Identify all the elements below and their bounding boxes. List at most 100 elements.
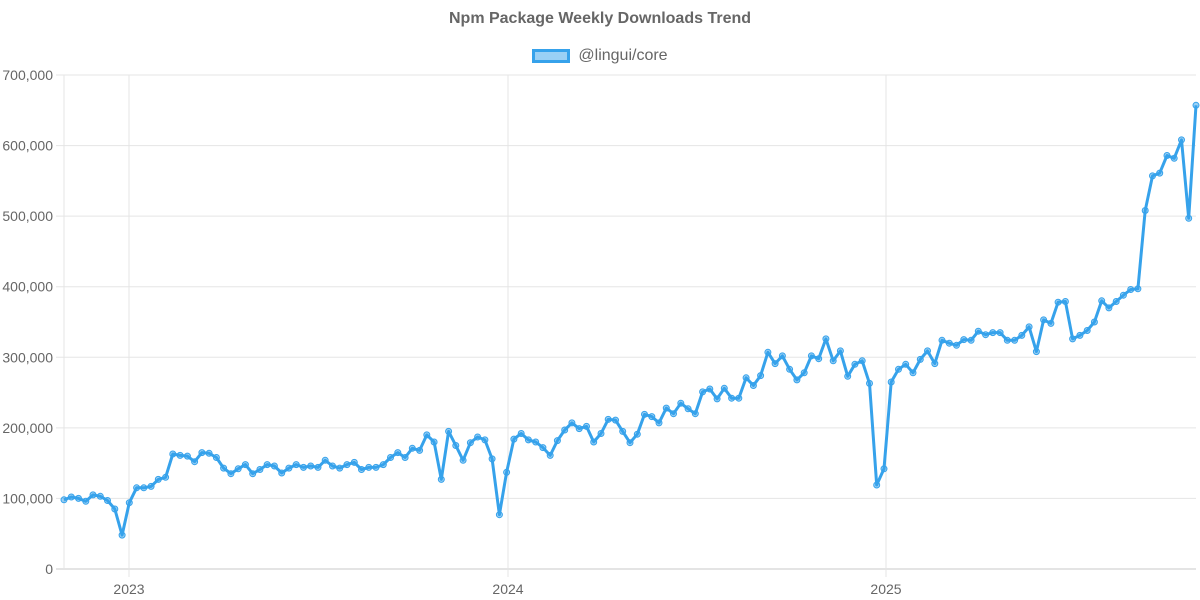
data-point[interactable] xyxy=(764,348,772,356)
data-point[interactable] xyxy=(183,452,191,460)
data-point[interactable] xyxy=(1090,318,1098,326)
data-point[interactable] xyxy=(1141,207,1149,214)
data-point[interactable] xyxy=(510,435,518,443)
data-point[interactable] xyxy=(234,465,242,473)
data-point[interactable] xyxy=(793,376,801,384)
data-point[interactable] xyxy=(1047,319,1055,327)
data-point[interactable] xyxy=(176,451,184,459)
data-point[interactable] xyxy=(394,449,402,457)
data-point[interactable] xyxy=(445,427,453,435)
data-point[interactable] xyxy=(982,331,990,339)
data-point[interactable] xyxy=(844,372,852,380)
data-point[interactable] xyxy=(1032,348,1040,356)
legend-swatch-icon[interactable] xyxy=(532,49,571,63)
data-point[interactable] xyxy=(938,336,946,344)
data-point[interactable] xyxy=(329,462,336,470)
data-point[interactable] xyxy=(1083,327,1091,334)
data-point[interactable] xyxy=(104,497,111,504)
data-point[interactable] xyxy=(1134,285,1142,293)
data-point[interactable] xyxy=(851,360,859,368)
data-point[interactable] xyxy=(800,369,808,377)
data-point[interactable] xyxy=(437,475,445,483)
data-point[interactable] xyxy=(873,481,881,489)
data-point[interactable] xyxy=(967,336,975,344)
data-point[interactable] xyxy=(807,352,815,360)
data-point[interactable] xyxy=(358,466,365,473)
data-point[interactable] xyxy=(1011,336,1019,344)
data-point[interactable] xyxy=(292,461,300,469)
data-point[interactable] xyxy=(125,499,133,507)
data-point[interactable] xyxy=(503,468,511,476)
data-point[interactable] xyxy=(757,372,765,380)
data-point[interactable] xyxy=(191,458,199,466)
data-point[interactable] xyxy=(212,454,220,461)
data-point[interactable] xyxy=(416,446,424,454)
data-point[interactable] xyxy=(343,461,351,469)
data-point[interactable] xyxy=(996,329,1004,337)
data-point[interactable] xyxy=(953,341,960,349)
data-point[interactable] xyxy=(350,458,358,466)
data-point[interactable] xyxy=(1076,331,1084,339)
data-point[interactable] xyxy=(1061,298,1069,305)
data-point[interactable] xyxy=(387,454,394,461)
data-point[interactable] xyxy=(372,463,380,471)
data-point[interactable] xyxy=(836,347,844,355)
data-point[interactable] xyxy=(241,461,249,469)
data-point[interactable] xyxy=(1119,291,1127,299)
data-point[interactable] xyxy=(1112,298,1120,305)
data-point[interactable] xyxy=(1127,286,1135,293)
data-point[interactable] xyxy=(568,419,576,427)
data-point[interactable] xyxy=(524,436,532,444)
data-point[interactable] xyxy=(720,384,728,392)
data-point[interactable] xyxy=(336,464,344,472)
data-point[interactable] xyxy=(866,379,873,387)
data-point[interactable] xyxy=(488,455,496,463)
data-point[interactable] xyxy=(466,439,474,447)
data-point[interactable] xyxy=(655,419,663,427)
data-point[interactable] xyxy=(706,385,714,393)
data-point[interactable] xyxy=(314,463,322,471)
data-point[interactable] xyxy=(379,461,387,469)
data-point[interactable] xyxy=(532,438,540,446)
data-point[interactable] xyxy=(1156,169,1164,177)
data-point[interactable] xyxy=(778,352,786,360)
data-point[interactable] xyxy=(1163,152,1171,159)
data-point[interactable] xyxy=(495,511,503,519)
data-point[interactable] xyxy=(154,475,162,483)
data-point[interactable] xyxy=(452,442,460,449)
data-point[interactable] xyxy=(575,425,583,433)
data-point[interactable] xyxy=(89,491,97,499)
data-point[interactable] xyxy=(539,444,547,452)
data-point[interactable] xyxy=(583,422,590,430)
data-point[interactable] xyxy=(270,462,278,470)
data-point[interactable] xyxy=(677,399,685,407)
data-point[interactable] xyxy=(96,492,104,500)
data-point[interactable] xyxy=(198,449,206,457)
data-point[interactable] xyxy=(118,531,126,539)
data-point[interactable] xyxy=(858,357,866,365)
data-point[interactable] xyxy=(735,394,743,402)
data-point[interactable] xyxy=(916,355,924,363)
data-point[interactable] xyxy=(1025,323,1033,331)
data-point[interactable] xyxy=(771,360,779,368)
data-point[interactable] xyxy=(1149,172,1156,180)
data-point[interactable] xyxy=(931,360,939,368)
data-point[interactable] xyxy=(1040,316,1048,324)
data-point[interactable] xyxy=(924,347,931,355)
data-point[interactable] xyxy=(619,427,627,435)
data-point[interactable] xyxy=(887,378,895,386)
data-point[interactable] xyxy=(459,456,467,464)
data-point[interactable] xyxy=(1178,136,1185,144)
data-point[interactable] xyxy=(401,454,409,461)
data-point[interactable] xyxy=(227,470,235,478)
data-point[interactable] xyxy=(546,451,554,459)
data-point[interactable] xyxy=(256,466,264,473)
data-point[interactable] xyxy=(169,450,177,458)
data-point[interactable] xyxy=(278,469,286,477)
data-point[interactable] xyxy=(111,505,119,513)
data-point[interactable] xyxy=(300,463,307,471)
data-point[interactable] xyxy=(1185,214,1193,222)
data-point[interactable] xyxy=(481,436,489,444)
data-point[interactable] xyxy=(133,484,141,492)
data-point[interactable] xyxy=(648,413,656,421)
